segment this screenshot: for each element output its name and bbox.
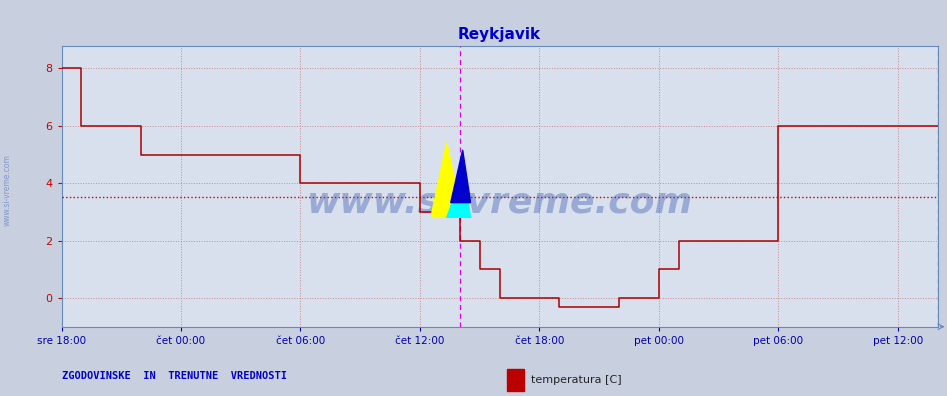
Text: ZGODOVINSKE  IN  TRENUTNE  VREDNOSTI: ZGODOVINSKE IN TRENUTNE VREDNOSTI — [62, 371, 287, 381]
Text: temperatura [C]: temperatura [C] — [531, 375, 622, 385]
Polygon shape — [447, 173, 471, 218]
Text: www.si-vreme.com: www.si-vreme.com — [3, 154, 12, 226]
Text: www.si-vreme.com: www.si-vreme.com — [307, 186, 692, 220]
Polygon shape — [451, 150, 471, 203]
Title: Reykjavik: Reykjavik — [458, 27, 541, 42]
Polygon shape — [431, 143, 463, 218]
